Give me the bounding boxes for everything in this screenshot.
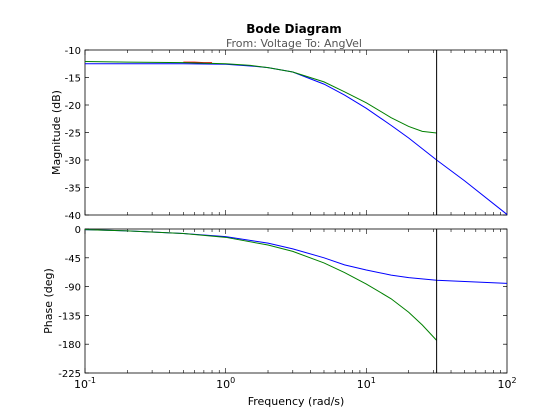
frequency-axis-label: Frequency (rad/s) (248, 395, 345, 408)
magnitude-ytick-label: -15 (65, 74, 81, 85)
magnitude-ytick-label: -35 (65, 184, 81, 195)
magnitude-ytick-label: -10 (65, 46, 81, 57)
phase-ytick-label: -225 (58, 369, 81, 380)
magnitude-ytick-label: -30 (65, 156, 81, 167)
magnitude-axes-box (84, 49, 508, 216)
magnitude-series-0-line (85, 63, 508, 215)
magnitude-ytick-label: -40 (65, 211, 81, 222)
phase-ytick-label: -45 (65, 254, 81, 265)
magnitude-ytick-label: -25 (65, 129, 81, 140)
phase-ticks: 0 -45 -90 -135 -180 -225 (58, 225, 507, 380)
chart-subtitle: From: Voltage To: AngVel (226, 37, 362, 50)
phase-series (84, 229, 508, 373)
magnitude-ytick-label: -20 (65, 101, 81, 112)
phase-ytick-label: -180 (58, 340, 81, 351)
frequency-tick-label: 100 (216, 376, 235, 391)
frequency-tick-label: 101 (357, 376, 376, 391)
phase-ytick-label: -90 (65, 283, 81, 294)
frequency-tick-labels: 10-1 100 101 102 (74, 376, 517, 391)
magnitude-series (84, 50, 508, 215)
frequency-tick-label: 10-1 (74, 376, 96, 391)
phase-ytick-label: -135 (58, 311, 81, 322)
phase-panel: Phase (deg) 0 -45 -90 -135 -180 -225 (42, 225, 508, 380)
phase-axis-label: Phase (deg) (42, 268, 55, 334)
frequency-tick-label: 102 (497, 376, 516, 391)
magnitude-series-1-line (183, 61, 213, 64)
magnitude-ticks: -10 -15 -20 -25 -30 -35 -40 (65, 46, 507, 222)
phase-axes-box (84, 228, 508, 374)
chart-title: Bode Diagram (246, 22, 342, 36)
phase-ytick-label: 0 (75, 225, 81, 236)
phase-series-1-line (84, 229, 437, 341)
magnitude-axis-label: Magnitude (dB) (50, 90, 63, 175)
magnitude-panel: Magnitude (dB) -10 -15 -20 -25 -30 -35 -40 (50, 46, 508, 222)
magnitude-series-2-line (84, 61, 437, 134)
